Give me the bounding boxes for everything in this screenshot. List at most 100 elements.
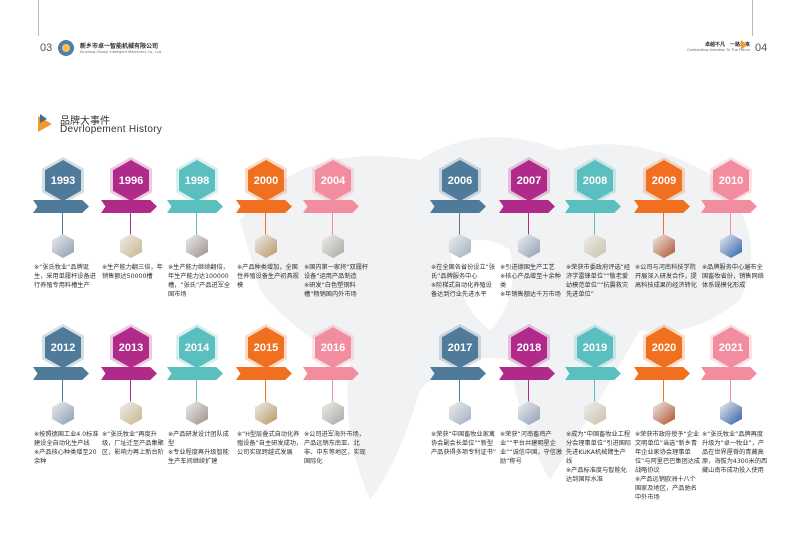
event-year: 2021 xyxy=(718,341,744,354)
team-image xyxy=(186,401,208,425)
farm-image xyxy=(518,401,540,425)
event-year: 1998 xyxy=(184,174,210,187)
chevron-arrow xyxy=(430,367,486,380)
chevron-arrow xyxy=(303,367,359,380)
year-hexagon: 2015 xyxy=(248,327,284,368)
meeting-image xyxy=(653,401,675,425)
event-year: 2018 xyxy=(516,341,542,354)
event-description: ※在全国各省份设立“张氏”品牌服务中心 ※阶梯式自动化养殖设备达到行业先进水平 xyxy=(431,264,496,298)
workshop-image xyxy=(52,401,74,425)
event-year: 2019 xyxy=(582,341,608,354)
event-year: 2007 xyxy=(516,174,542,187)
chevron-arrow xyxy=(701,200,757,213)
connector-line xyxy=(332,367,333,402)
chevron-arrow xyxy=(634,367,690,380)
world-map-background xyxy=(240,137,752,500)
year-hexagon: 2016 xyxy=(315,327,351,368)
page-divider xyxy=(38,0,39,36)
building-image xyxy=(120,401,142,425)
slogan-en: Outstanding Ambition To The Future xyxy=(686,48,750,52)
chevron-arrow xyxy=(101,367,157,380)
connector-line xyxy=(528,367,529,402)
event-year: 2010 xyxy=(718,174,744,187)
connector-line xyxy=(594,367,595,402)
year-hexagon: 2018 xyxy=(511,327,547,368)
chevron-arrow xyxy=(236,367,292,380)
year-hexagon: 2013 xyxy=(113,327,149,368)
event-year: 2015 xyxy=(253,341,279,354)
event-year: 2013 xyxy=(118,341,144,354)
event-year: 1996 xyxy=(118,174,144,187)
company-name-en: Xinxiang Zhuoyi Intelligent Machinery Co… xyxy=(80,50,161,54)
logo-seal-image xyxy=(52,234,74,258)
connector-line xyxy=(332,200,333,235)
event-description: ※“张氏牧业”再度升级，厂址迁至产品集聚区，影响力再上新台阶 xyxy=(102,431,164,456)
chevron-arrow xyxy=(236,200,292,213)
connector-line xyxy=(265,200,266,235)
connector-line xyxy=(528,200,529,235)
event-year: 2014 xyxy=(184,341,210,354)
connector-line xyxy=(62,367,63,402)
handshake-image xyxy=(186,234,208,258)
chevron-arrow xyxy=(430,200,486,213)
event-year: 2009 xyxy=(651,174,677,187)
award-image xyxy=(449,401,471,425)
event-year: 2008 xyxy=(582,174,608,187)
event-description: ※荣获“中国畜牧业家禽协会副会长单位”“新型产品获得多项专利证书” xyxy=(431,431,497,456)
chevron-arrow xyxy=(303,200,359,213)
page-number-right: 04 xyxy=(755,42,768,54)
event-description: ※荣获“河南畜鸡产业”“平台共建明星企业”“诚信中国，守信激励”称号 xyxy=(500,431,563,465)
year-hexagon: 2017 xyxy=(442,327,478,368)
event-description: ※“H型层叠式自动化养殖设备”自主研发成功，公司实现跨越式发展 xyxy=(237,431,303,456)
connector-line xyxy=(730,367,731,402)
event-year: 2016 xyxy=(320,341,346,354)
chevron-arrow xyxy=(33,200,89,213)
event-description: ※荣获市政府授予“企业文明单位”当选“新乡青年企业家协会理事单位”与阿里巴巴集团… xyxy=(635,431,701,501)
event-description: ※荣获市委政府评选“经济学雷锋单位”“敬老爱幼模范单位”“抗震救灾先进单位” xyxy=(566,264,631,298)
connector-line xyxy=(196,200,197,235)
event-description: ※产品种类增加，全国性养殖设备生产初具规模 xyxy=(237,264,299,289)
event-description: ※国内第一家将“双履杆设备”运用产品制造 ※研发“白色塑钢料槽”畅销国内外市场 xyxy=(304,264,369,298)
connector-line xyxy=(663,200,664,235)
chevron-arrow xyxy=(565,367,621,380)
chevron-arrow xyxy=(167,367,223,380)
connector-line xyxy=(459,367,460,402)
company-name: 新乡市卓一智能机械有限公司 xyxy=(80,43,159,50)
chevron-arrow xyxy=(33,367,89,380)
section-title: 品牌大事件 xyxy=(60,116,110,127)
event-year: 2004 xyxy=(320,174,346,187)
factory-image xyxy=(518,234,540,258)
event-description: ※引进德国生产工艺 ※核心产品增至十余种类 ※年销售额达千万市场 xyxy=(500,264,561,298)
connector-line xyxy=(663,367,664,402)
event-description: ※按照德国工业4.0标准建设全自动化生产线 ※产品核心种类增至20余种 xyxy=(34,431,99,465)
chevron-arrow xyxy=(167,200,223,213)
chevron-arrow xyxy=(634,200,690,213)
event-description: ※公司进军海外市场，产品远销东南亚、北非、中东等地区，实现国际化 xyxy=(304,431,366,465)
event-description: ※成为“中国畜牧业工程分会理事单位”引进国际先进KUKA机械臂生产线 ※产品标准… xyxy=(566,431,632,483)
metal-fan-image xyxy=(120,234,142,258)
event-description: ※公司与河南科技学院开展深入研发合作，提高科技成果的经济转化 xyxy=(635,264,697,289)
globe-image xyxy=(322,401,344,425)
connector-line xyxy=(130,200,131,235)
connector-line xyxy=(594,200,595,235)
section-subtitle: Devrlopement History xyxy=(60,124,163,135)
year-hexagon: 2021 xyxy=(713,327,749,368)
equipment-image xyxy=(255,401,277,425)
event-description: ※“张氏牧业”品牌诞生，采用单履杆设备进行养殖专用料槽生产 xyxy=(34,264,96,289)
chevron-arrow xyxy=(701,367,757,380)
event-description: ※产品研发设计团队成型 ※专业程度再升级智能生产车间继续扩建 xyxy=(168,431,229,465)
year-hexagon: 2019 xyxy=(577,327,613,368)
chevron-arrow xyxy=(499,200,555,213)
truck-image xyxy=(653,234,675,258)
year-hexagon: 2014 xyxy=(179,327,215,368)
play-triangle-icon xyxy=(38,114,52,132)
event-description: ※“张氏牧业”品牌再度升级为“卓一牧业”，产品在世界屋脊的青藏高原，海拔为430… xyxy=(702,431,768,474)
product-image xyxy=(322,234,344,258)
chevron-arrow xyxy=(101,200,157,213)
event-year: 2006 xyxy=(447,174,473,187)
event-year: 2020 xyxy=(651,341,677,354)
connector-line xyxy=(196,367,197,402)
connector-line xyxy=(62,200,63,235)
connector-line xyxy=(265,367,266,402)
event-year: 1993 xyxy=(50,174,76,187)
